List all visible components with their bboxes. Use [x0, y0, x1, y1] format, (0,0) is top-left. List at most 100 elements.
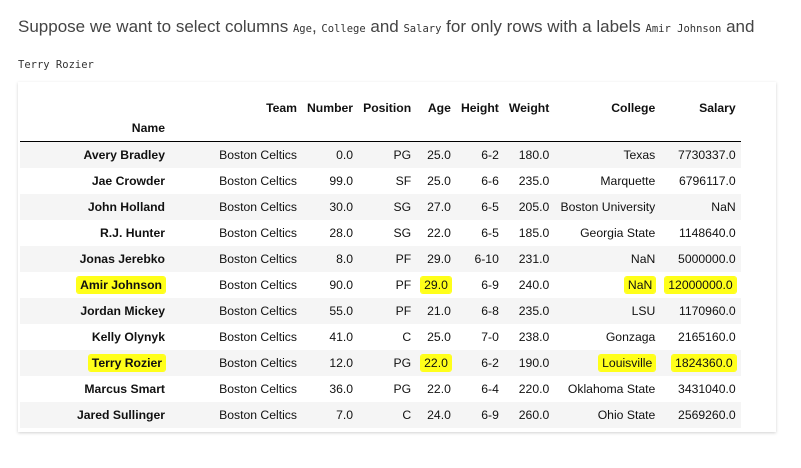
cell-position: PG: [393, 147, 412, 162]
cell-position: PG: [393, 381, 412, 396]
intro-part-1: Suppose we want to select columns: [18, 17, 293, 36]
cell-position: C: [402, 407, 412, 422]
cell-height: 6-9: [481, 407, 499, 422]
cell-number: 55.0: [329, 303, 354, 318]
cell-number: 41.0: [329, 329, 354, 344]
cell-weight: 260.0: [518, 407, 550, 422]
cell-number: 12.0: [329, 355, 354, 370]
cell-age: 29.0: [427, 251, 451, 266]
code-college: College: [321, 23, 366, 35]
cell-weight: 235.0: [518, 173, 550, 188]
intro-part-2: for only rows with a labels: [441, 17, 646, 36]
cell-college: Boston University: [560, 199, 656, 214]
cell-salary: 12000000.0: [660, 272, 740, 298]
header-college: College: [611, 101, 656, 115]
cell-team: Boston Celtics: [219, 225, 297, 240]
highlight-mark: Terry Rozier: [88, 354, 165, 371]
cell-age: 25.0: [427, 147, 451, 162]
highlight-mark: NaN: [624, 276, 656, 293]
cell-salary: 5000000.0: [678, 251, 736, 266]
cell-number: 30.0: [329, 199, 354, 214]
row-name: Avery Bradley: [83, 147, 165, 162]
cell-weight: 220.0: [518, 381, 550, 396]
cell-height: 6-9: [481, 277, 499, 292]
cell-height: 6-8: [481, 303, 499, 318]
header-team: Team: [266, 101, 297, 115]
cell-position: PF: [395, 277, 412, 292]
cell-team: Boston Celtics: [219, 303, 297, 318]
cell-college: NaN: [630, 251, 656, 266]
intro-sep-1: ,: [311, 17, 322, 36]
table-body: Avery Bradley Boston Celtics 0.0 PG 25.0 6-2 1…: [20, 141, 741, 428]
cell-weight: 180.0: [518, 147, 550, 162]
cell-age: 22.0: [427, 225, 451, 240]
table-row: Kelly Olynyk Boston Celtics 41.0 C 25.0 7-0 23…: [20, 324, 741, 350]
cell-team: Boston Celtics: [219, 251, 297, 266]
cell-college: Marquette: [600, 173, 656, 188]
cell-height: 6-10: [474, 251, 499, 266]
cell-height: 6-2: [481, 147, 499, 162]
cell-height: 6-5: [481, 199, 499, 214]
row-name: Jared Sullinger: [76, 407, 165, 422]
cell-height: 7-0: [481, 329, 499, 344]
row-name: Terry Rozier: [20, 350, 170, 376]
cell-salary: 1824360.0: [660, 350, 740, 376]
cell-college: Texas: [623, 147, 656, 162]
row-name: Jae Crowder: [91, 173, 165, 188]
cell-college: LSU: [631, 303, 656, 318]
cell-salary: 1170960.0: [678, 303, 736, 318]
cell-college: Louisville: [554, 350, 660, 376]
cell-position: PF: [395, 303, 412, 318]
cell-age: 25.0: [427, 329, 451, 344]
row-name: Kelly Olynyk: [91, 329, 165, 344]
dataframe-table: Team Number Position Age Height Weight C…: [20, 88, 741, 428]
cell-position: SG: [393, 199, 412, 214]
intro-sep-2: and: [365, 17, 404, 36]
table-row: Jae Crowder Boston Celtics 99.0 SF 25.0 6-6 23…: [20, 168, 741, 194]
cell-college: Georgia State: [580, 225, 656, 240]
cell-college: Ohio State: [597, 407, 656, 422]
cell-number: 7.0: [336, 407, 354, 422]
header-weight: Weight: [508, 101, 550, 115]
header-height: Height: [460, 101, 499, 115]
cell-weight: 231.0: [518, 251, 550, 266]
header-position: Position: [363, 101, 412, 115]
cell-number: 8.0: [336, 251, 354, 266]
code-salary: Salary: [403, 23, 442, 35]
table-row: Jared Sullinger Boston Celtics 7.0 C 24.0 6-9…: [20, 401, 741, 428]
cell-team: Boston Celtics: [219, 173, 297, 188]
cell-team: Boston Celtics: [219, 381, 297, 396]
cell-height: 6-5: [481, 225, 499, 240]
cell-number: 90.0: [329, 277, 354, 292]
cell-age: 22.0: [427, 381, 451, 396]
table-row: R.J. Hunter Boston Celtics 28.0 SG 22.0 6-5 18…: [20, 220, 741, 246]
row-name: Jordan Mickey: [80, 303, 165, 318]
row-name: John Holland: [87, 199, 165, 214]
cell-age: 29.0: [416, 272, 456, 298]
cell-age: 25.0: [427, 173, 451, 188]
cell-weight: 235.0: [518, 303, 550, 318]
highlight-mark: 1824360.0: [672, 354, 736, 371]
row-name: Marcus Smart: [84, 381, 165, 396]
cell-team: Boston Celtics: [219, 329, 297, 344]
row-name: R.J. Hunter: [99, 225, 165, 240]
cell-position: PG: [393, 355, 412, 370]
cell-salary: 2165160.0: [678, 329, 736, 344]
cell-weight: 190.0: [518, 355, 550, 370]
cell-height: 6-4: [481, 381, 499, 396]
header-row-index: Name: [20, 115, 741, 142]
cell-team: Boston Celtics: [219, 277, 297, 292]
code-terry: Terry Rozier: [18, 59, 94, 71]
cell-age: 22.0: [416, 350, 456, 376]
highlight-mark: Amir Johnson: [77, 276, 165, 293]
cell-salary: 7730337.0: [678, 147, 736, 162]
table-row: Avery Bradley Boston Celtics 0.0 PG 25.0 6-2 1…: [20, 141, 741, 168]
cell-team: Boston Celtics: [219, 147, 297, 162]
cell-college: Oklahoma State: [567, 381, 656, 396]
cell-position: SF: [395, 173, 412, 188]
header-number: Number: [307, 101, 354, 115]
cell-number: 99.0: [329, 173, 354, 188]
header-index-name: Name: [131, 121, 165, 135]
cell-weight: 240.0: [518, 277, 550, 292]
header-blank: [20, 88, 170, 115]
